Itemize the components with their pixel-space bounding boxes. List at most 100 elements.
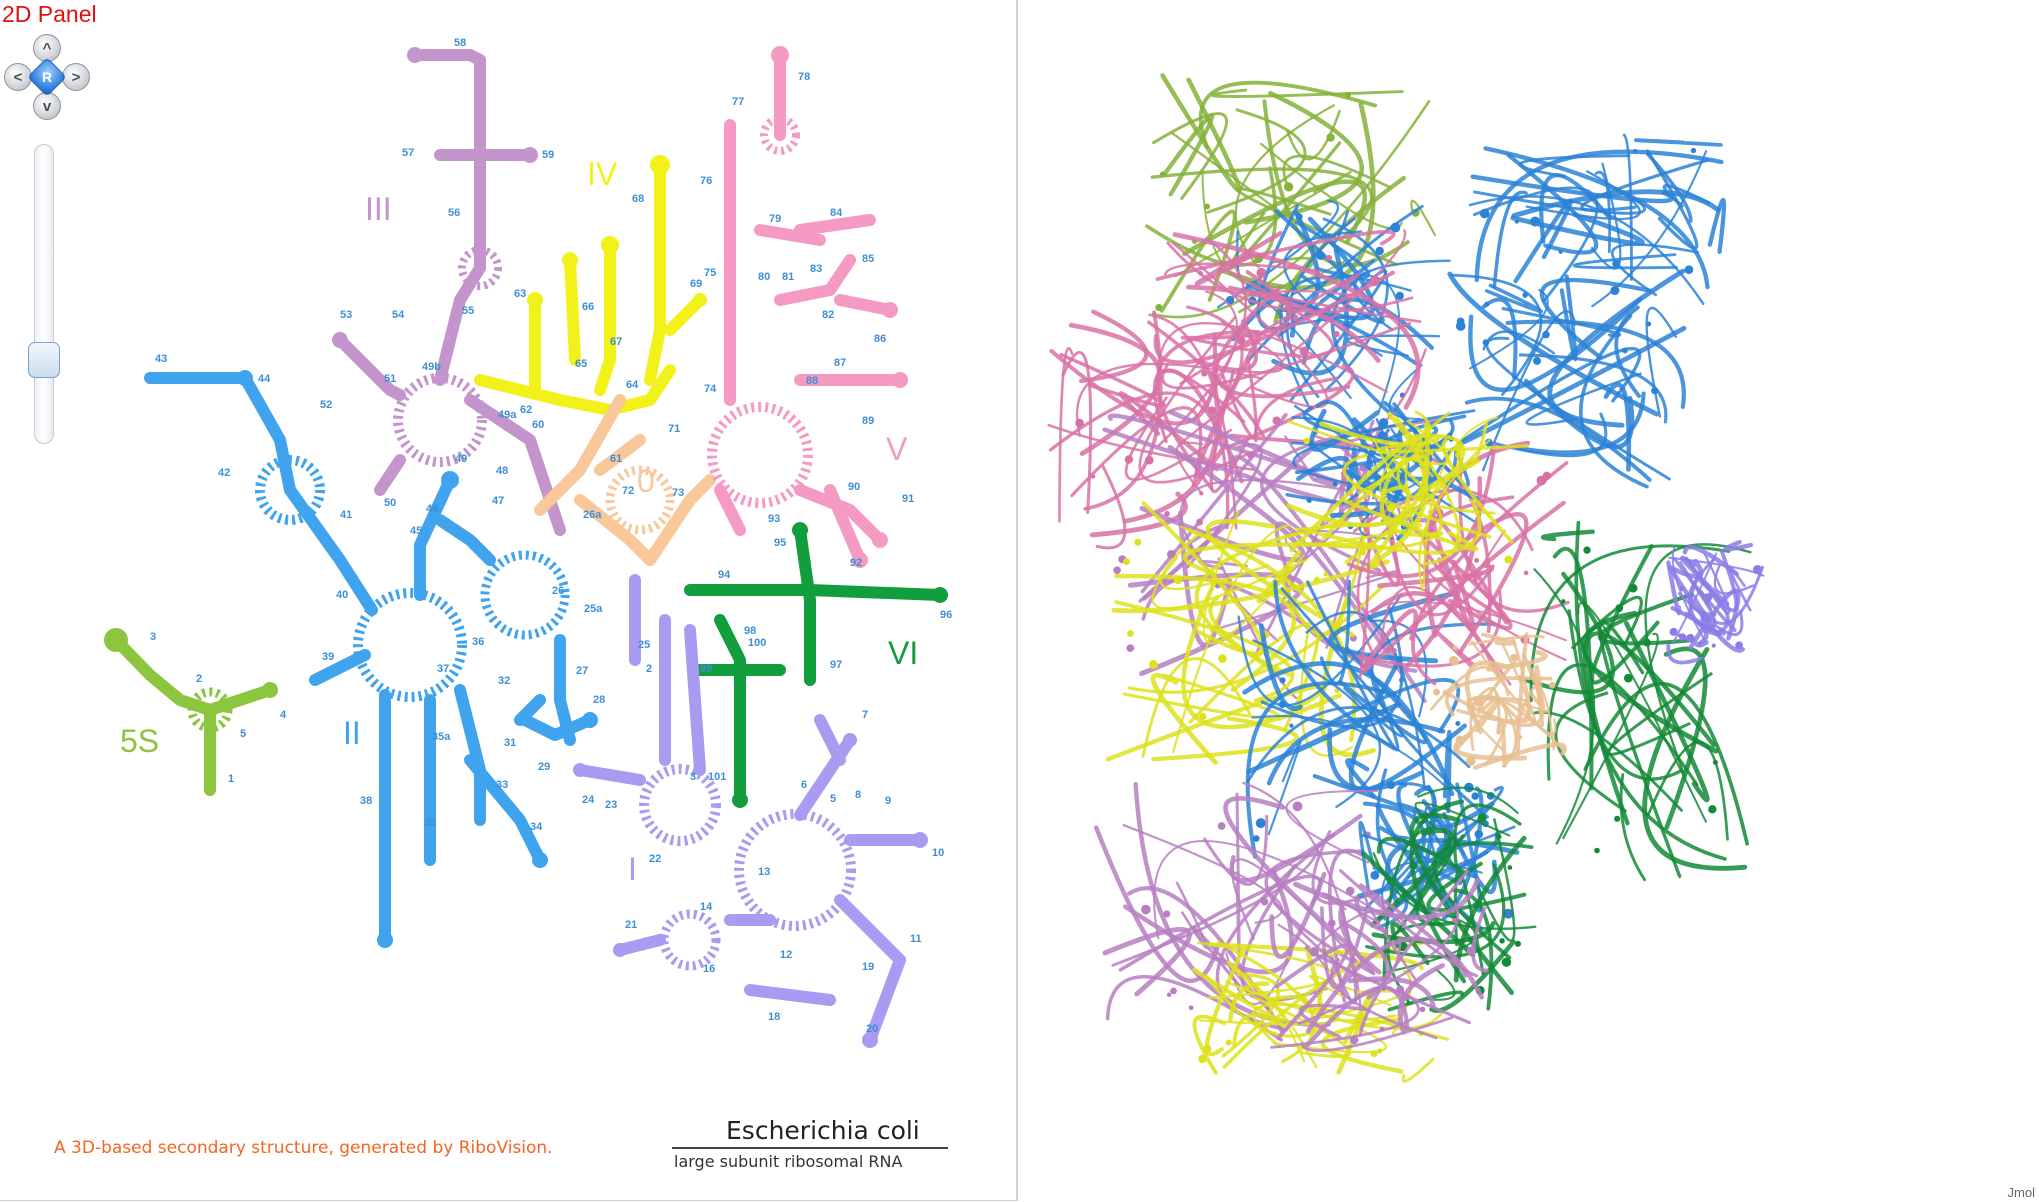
base-glyph: [1510, 653, 1518, 661]
ribbon-strand: [1518, 154, 1631, 178]
ribbon-strand: [1373, 439, 1400, 481]
ribbon-strand: [1327, 210, 1350, 245]
ribbon-strand: [1245, 681, 1397, 859]
ribbon-strand: [1546, 663, 1699, 787]
rna-domain-cluster-dIV: [1286, 410, 1530, 591]
ribbon-strand: [1267, 739, 1302, 836]
base-glyph: [1495, 833, 1502, 840]
ribbon-strand: [1105, 683, 1328, 762]
chevron-up-icon: ^: [42, 39, 52, 57]
ribbon-strand: [1273, 901, 1402, 983]
pan-down-button[interactable]: v: [33, 92, 61, 120]
ribbon-strand: [1208, 595, 1281, 676]
base-glyph: [1306, 497, 1312, 503]
ribbon-strand: [1327, 727, 1425, 792]
ribbon-strand: [1191, 925, 1272, 1013]
ribbon-strand: [1252, 639, 1382, 809]
helix-stems: [110, 49, 946, 1046]
helix-number-label: 3: [690, 771, 696, 783]
caption-divider: [672, 1147, 948, 1149]
ribbon-strand: [1723, 539, 1754, 552]
base-glyph: [1455, 735, 1464, 745]
ribbon-strand: [1338, 646, 1428, 745]
ribbon-strand: [1315, 400, 1374, 468]
helix-number-label: 94: [718, 569, 731, 581]
ribbon-strand: [1251, 715, 1448, 789]
base-glyph: [1583, 546, 1591, 554]
ribbon-strand: [1470, 174, 1674, 204]
helix-number-label: 96: [940, 609, 952, 621]
ribbon-strand: [1260, 605, 1404, 729]
ribbon-strand: [1163, 262, 1321, 276]
ribbon-strand: [1483, 146, 1710, 290]
helix-number-label: 57: [402, 147, 414, 159]
base-glyph: [1684, 265, 1694, 274]
base-glyph: [1386, 647, 1392, 653]
helix-number-label: 68: [632, 193, 644, 205]
helix-number-label: 79: [769, 213, 781, 225]
base-glyph: [1369, 276, 1380, 287]
helix-number-label: 32: [498, 675, 510, 687]
helix-stem-dIV: [474, 364, 676, 416]
ribbon-strand: [1246, 706, 1471, 783]
helix-number-label: 9: [885, 795, 891, 807]
base-glyph: [1144, 455, 1154, 465]
hairpin-loop-dI: [912, 832, 928, 848]
helix-stem-dI: [684, 624, 706, 776]
helix-number-label: 10: [932, 847, 944, 859]
pan-navigation-pad: ^ v < > R: [4, 34, 90, 120]
ribbon-strand: [1285, 789, 1379, 864]
ribbon-strand: [1645, 149, 1699, 250]
ribbon-strand: [1118, 391, 1220, 472]
base-glyph: [1203, 1044, 1212, 1053]
ribbon-strand: [1452, 803, 1522, 870]
ribbon-strand: [1127, 582, 1387, 694]
ribbon-strand: [1186, 284, 1381, 363]
base-glyph: [1333, 331, 1340, 338]
ribbon-strand: [1707, 197, 1727, 254]
ribbon-strand: [1468, 195, 1705, 306]
ribbon-strand: [1270, 990, 1420, 1049]
ribbon-strand: [1320, 906, 1368, 990]
ribosome-3d-structure[interactable]: [1018, 0, 2039, 1202]
base-glyph: [1451, 918, 1457, 923]
base-glyph: [1501, 957, 1512, 967]
ribbon-strand: [1307, 499, 1482, 555]
helix-number-label: 99: [700, 663, 712, 675]
pan-up-button[interactable]: ^: [33, 34, 61, 62]
base-glyph: [1633, 149, 1638, 154]
helix-stem-d0: [574, 494, 656, 566]
base-glyph: [1377, 431, 1386, 440]
ribbon-strand: [1417, 786, 1519, 814]
ribbon-strand: [1484, 283, 1543, 314]
jmol-3d-viewer[interactable]: Jmol: [1018, 0, 2039, 1202]
ribbon-strand: [1348, 656, 1467, 793]
helix-number-label: 43: [155, 353, 167, 365]
ribbon-strand: [1342, 453, 1492, 539]
ribbon-strand: [1141, 501, 1265, 656]
helix-number-label: 46: [426, 503, 438, 515]
rna-domain-cluster-dII: [1447, 268, 1687, 489]
helix-stem-dV: [714, 484, 746, 536]
loop-dI: [659, 909, 721, 971]
ribbon-strand: [1540, 529, 1595, 542]
pan-left-button[interactable]: <: [4, 63, 32, 91]
helix-number-label: 7: [862, 709, 868, 721]
base-glyph: [1198, 1054, 1207, 1064]
base-glyph: [1623, 673, 1633, 683]
base-glyph: [1482, 339, 1490, 346]
helix-number-label: 77: [732, 96, 744, 108]
base-glyph: [1289, 723, 1294, 728]
ribbon-strand: [1645, 306, 1678, 418]
base-glyph: [1548, 681, 1556, 689]
zoom-slider-handle[interactable]: [28, 342, 60, 378]
ribbon-strand: [1159, 209, 1237, 313]
secondary-structure-panel[interactable]: 2D Panel ^ v < > R 1 2 3 4 5 43 44 42 41 40 39 38 35…: [0, 0, 1018, 1201]
ribbon-strand: [1294, 522, 1422, 547]
ribbon-strand: [1157, 322, 1388, 394]
molecule-subtitle: large subunit ribosomal RNA: [674, 1152, 903, 1171]
base-glyph: [1295, 213, 1303, 221]
loop-d0: [605, 465, 675, 535]
ribbon-strand: [1670, 605, 1721, 637]
